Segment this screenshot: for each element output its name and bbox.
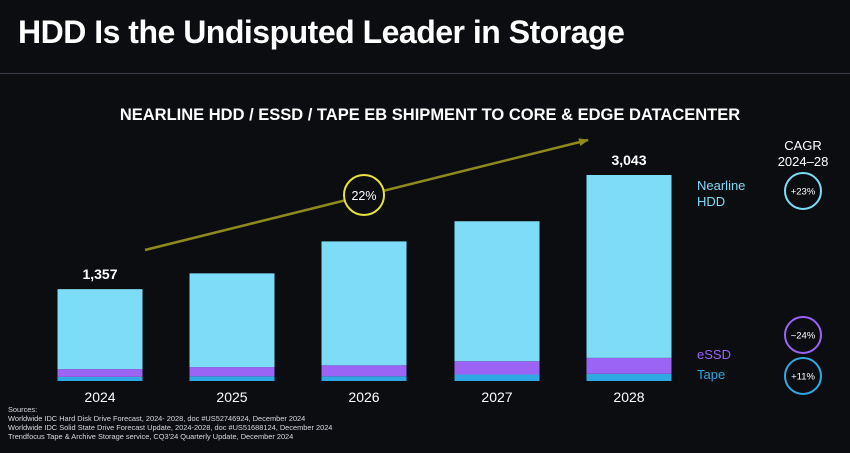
bar-essd-2025 (189, 367, 275, 377)
cagr-badge-circle-tape (784, 357, 822, 395)
bar-nearline-hdd-2026 (321, 241, 407, 366)
bar-nearline-hdd-2024 (57, 289, 143, 370)
x-tick-label-2025: 2025 (216, 389, 247, 405)
bars-group (57, 175, 672, 381)
slide-title: HDD Is the Undisputed Leader in Storage (18, 14, 625, 50)
cagr-badge-circle-nearline-hdd (784, 172, 822, 210)
cagr-header-line2: 2024–28 (778, 154, 829, 169)
legend-label-essd: eSSD (697, 347, 731, 362)
x-tick-label-2026: 2026 (348, 389, 379, 405)
growth-badge-circle (343, 174, 385, 216)
title-divider (0, 73, 850, 74)
x-tick-label-2028: 2028 (613, 389, 644, 405)
total-labels-group: 1,357 3,043 (82, 152, 646, 282)
bar-tape-2024 (57, 376, 143, 381)
cagr-value-essd: ~24% (791, 331, 816, 342)
x-tick-label-2024: 2024 (84, 389, 115, 405)
cagr-header-line1: CAGR (784, 138, 822, 153)
bar-nearline-hdd-2025 (189, 273, 275, 368)
legend-label-nearline-hdd: Nearline (697, 178, 745, 193)
bar-tape-2028 (586, 373, 672, 381)
sources-heading: Sources: (8, 405, 38, 414)
bar-tape-2025 (189, 376, 275, 381)
x-tick-label-2027: 2027 (481, 389, 512, 405)
legend-label-tape: Tape (697, 367, 725, 382)
chart-title: NEARLINE HDD / ESSD / TAPE EB SHIPMENT T… (120, 106, 740, 124)
bar-nearline-hdd-2028 (586, 175, 672, 358)
legend-label-nearline-hdd: HDD (697, 194, 725, 209)
bar-tape-2026 (321, 376, 407, 381)
growth-badge-value: 22% (351, 189, 376, 203)
x-axis-tick-labels: 2024 2025 2026 2027 2028 (84, 389, 644, 405)
bar-essd-2028 (586, 357, 672, 374)
source-line: Worldwide IDC Solid State Drive Forecast… (8, 423, 333, 433)
cagr-badge-circle-essd (784, 316, 822, 354)
cagr-badges: +23% ~24% +11% (784, 172, 822, 395)
total-label-2028: 3,043 (611, 152, 646, 168)
growth-badge: 22% (343, 174, 385, 216)
source-line: Trendfocus Tape & Archive Storage servic… (8, 432, 294, 442)
bar-essd-2024 (57, 369, 143, 377)
bar-tape-2027 (454, 374, 540, 381)
source-line: Worldwide IDC Hard Disk Drive Forecast, … (8, 414, 306, 424)
bar-essd-2027 (454, 361, 540, 375)
sources-footnote: Sources: Worldwide IDC Hard Disk Drive F… (8, 405, 332, 441)
total-label-2024: 1,357 (82, 266, 117, 282)
bar-nearline-hdd-2027 (454, 221, 540, 362)
cagr-value-tape: +11% (791, 372, 815, 383)
cagr-value-nearline-hdd: +23% (791, 187, 816, 198)
bar-essd-2026 (321, 365, 407, 377)
cagr-header: CAGR 2024–28 (778, 138, 829, 169)
